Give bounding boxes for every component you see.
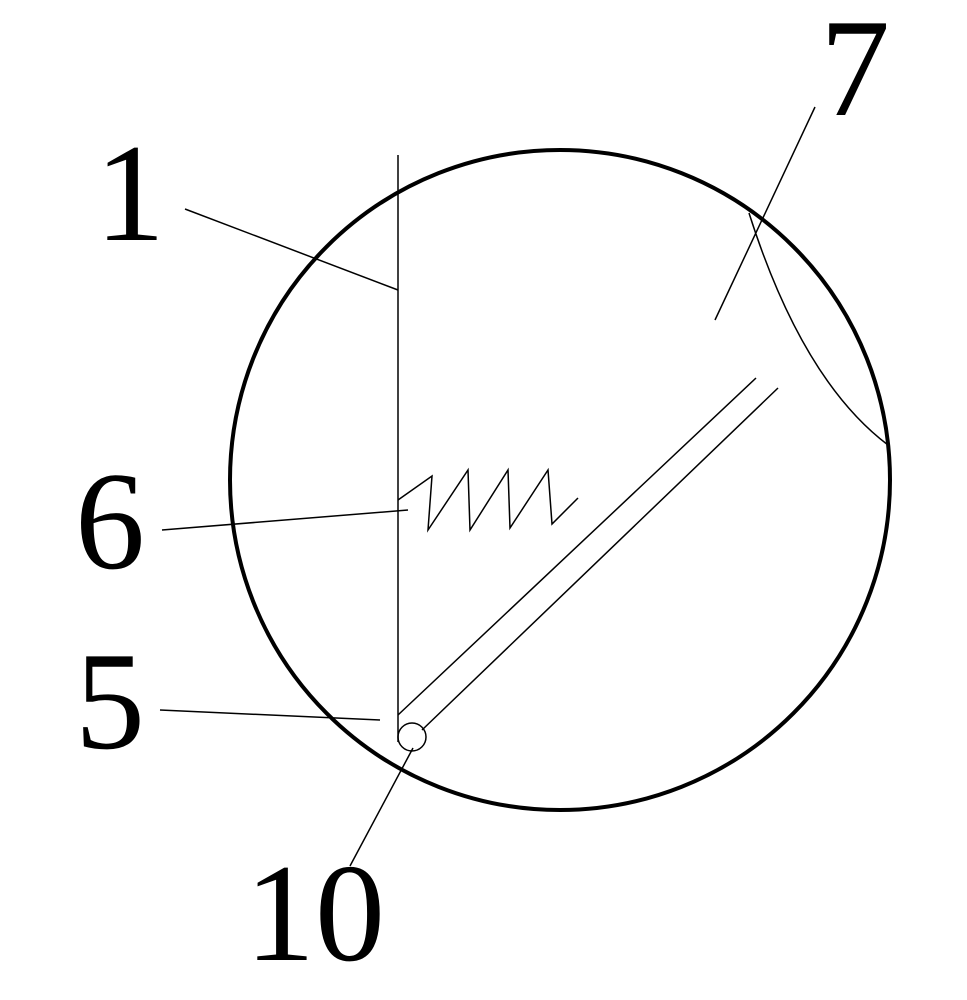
leader-line bbox=[185, 209, 398, 290]
diagonal-arm-bottom bbox=[422, 388, 778, 730]
leader-line bbox=[162, 510, 408, 530]
engineering-diagram: 7 1 6 5 10 bbox=[0, 0, 967, 1000]
callout-label-10: 10 bbox=[245, 836, 385, 991]
pivot-circle bbox=[398, 723, 426, 751]
leader-lines-group bbox=[160, 107, 815, 866]
main-circle bbox=[230, 150, 890, 810]
zigzag-spring bbox=[398, 470, 578, 530]
leader-line bbox=[715, 107, 815, 320]
callout-label-1: 1 bbox=[95, 116, 165, 271]
diagonal-arm-top bbox=[398, 378, 756, 715]
callout-label-7: 7 bbox=[820, 0, 890, 146]
labels-group: 7 1 6 5 10 bbox=[75, 0, 890, 991]
callout-label-5: 5 bbox=[75, 624, 145, 779]
callout-label-6: 6 bbox=[75, 444, 145, 599]
top-arc bbox=[749, 213, 888, 445]
leader-line bbox=[160, 710, 380, 720]
